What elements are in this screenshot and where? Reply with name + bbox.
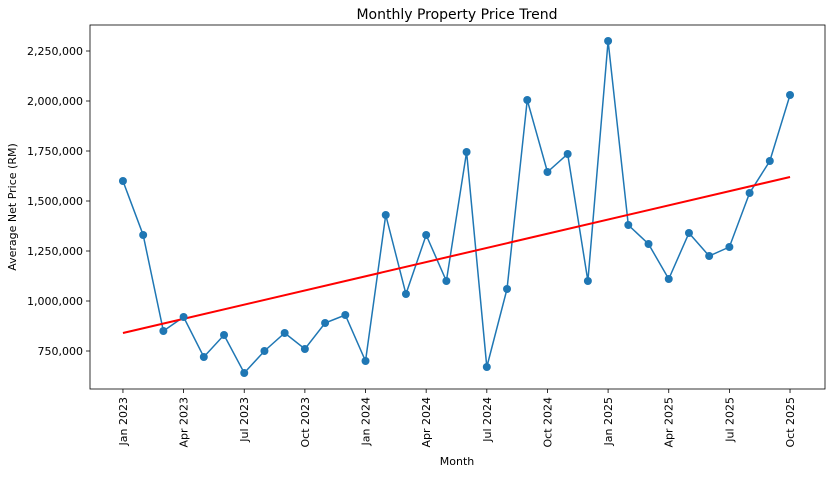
y-tick-label: 1,250,000 xyxy=(27,245,83,258)
series-line xyxy=(122,40,791,375)
x-tick-label: Jan 2025 xyxy=(602,397,615,446)
data-point xyxy=(280,329,289,337)
data-point xyxy=(341,311,350,319)
y-tick-label: 2,000,000 xyxy=(27,95,83,108)
x-tick-label: Oct 2023 xyxy=(299,397,312,448)
data-point xyxy=(765,157,774,165)
data-point xyxy=(664,275,673,283)
y-axis-label: Average Net Price (RM) xyxy=(6,143,19,271)
data-point xyxy=(482,363,491,371)
data-point xyxy=(462,148,471,156)
data-point xyxy=(644,240,653,248)
data-point xyxy=(503,285,512,293)
data-point xyxy=(543,168,552,176)
data-point xyxy=(684,229,693,237)
data-point xyxy=(361,357,370,365)
data-point xyxy=(381,211,390,219)
x-tick-label: Jul 2024 xyxy=(481,397,494,443)
y-tick-label: 2,250,000 xyxy=(27,45,83,58)
data-point xyxy=(321,319,330,327)
x-tick-label: Apr 2023 xyxy=(178,397,191,448)
data-point xyxy=(118,177,127,185)
data-point xyxy=(745,189,754,197)
x-tick-label: Jul 2023 xyxy=(238,397,251,443)
y-tick-label: 1,500,000 xyxy=(27,195,83,208)
data-point xyxy=(604,37,613,45)
trend-line xyxy=(122,176,791,334)
x-tick-label: Jul 2025 xyxy=(723,397,736,443)
data-point xyxy=(725,243,734,251)
data-point xyxy=(199,353,208,361)
data-point xyxy=(624,221,633,229)
x-tick-label: Apr 2025 xyxy=(663,397,676,448)
data-point xyxy=(563,150,572,158)
data-point xyxy=(300,345,309,353)
x-tick-label: Jan 2023 xyxy=(117,397,130,446)
x-tick-label: Jan 2024 xyxy=(360,397,373,446)
data-point xyxy=(159,327,168,335)
data-point xyxy=(705,252,714,260)
x-tick-label: Oct 2025 xyxy=(784,397,797,448)
x-axis-label: Month xyxy=(440,455,475,468)
y-tick-label: 1,750,000 xyxy=(27,145,83,158)
data-point xyxy=(583,277,592,285)
data-point xyxy=(139,231,148,239)
y-tick-label: 750,000 xyxy=(38,345,84,358)
data-point xyxy=(179,313,188,321)
x-tick-label: Oct 2024 xyxy=(541,397,554,448)
y-tick-label: 1,000,000 xyxy=(27,295,83,308)
data-point xyxy=(422,231,431,239)
data-point xyxy=(260,347,269,355)
data-point xyxy=(523,96,532,104)
data-point xyxy=(220,331,229,339)
plot-frame xyxy=(89,24,826,390)
data-point xyxy=(786,91,795,99)
data-point xyxy=(240,369,249,377)
x-tick-label: Apr 2024 xyxy=(420,397,433,448)
chart-title: Monthly Property Price Trend xyxy=(356,7,557,23)
data-point xyxy=(401,290,410,298)
data-point xyxy=(442,277,451,285)
